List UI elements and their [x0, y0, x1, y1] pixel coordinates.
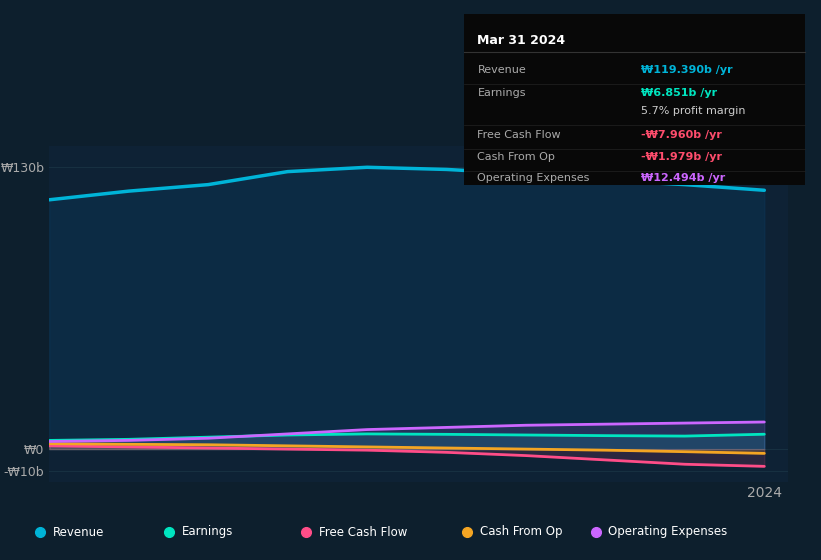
Text: Cash From Op: Cash From Op	[478, 152, 555, 162]
Text: -₩7.960b /yr: -₩7.960b /yr	[641, 130, 722, 140]
Text: Operating Expenses: Operating Expenses	[478, 173, 589, 183]
Text: -₩1.979b /yr: -₩1.979b /yr	[641, 152, 722, 162]
Text: Operating Expenses: Operating Expenses	[608, 525, 727, 539]
Text: ₩12.494b /yr: ₩12.494b /yr	[641, 173, 725, 183]
Text: 5.7% profit margin: 5.7% profit margin	[641, 106, 745, 116]
Text: Cash From Op: Cash From Op	[479, 525, 562, 539]
Text: Free Cash Flow: Free Cash Flow	[478, 130, 561, 140]
Text: ₩119.390b /yr: ₩119.390b /yr	[641, 66, 732, 76]
Text: ₩6.851b /yr: ₩6.851b /yr	[641, 87, 718, 97]
Text: Revenue: Revenue	[478, 66, 526, 76]
Text: Earnings: Earnings	[478, 87, 526, 97]
Text: Revenue: Revenue	[53, 525, 104, 539]
Text: Earnings: Earnings	[182, 525, 233, 539]
Text: Mar 31 2024: Mar 31 2024	[478, 35, 566, 48]
Text: Free Cash Flow: Free Cash Flow	[319, 525, 407, 539]
